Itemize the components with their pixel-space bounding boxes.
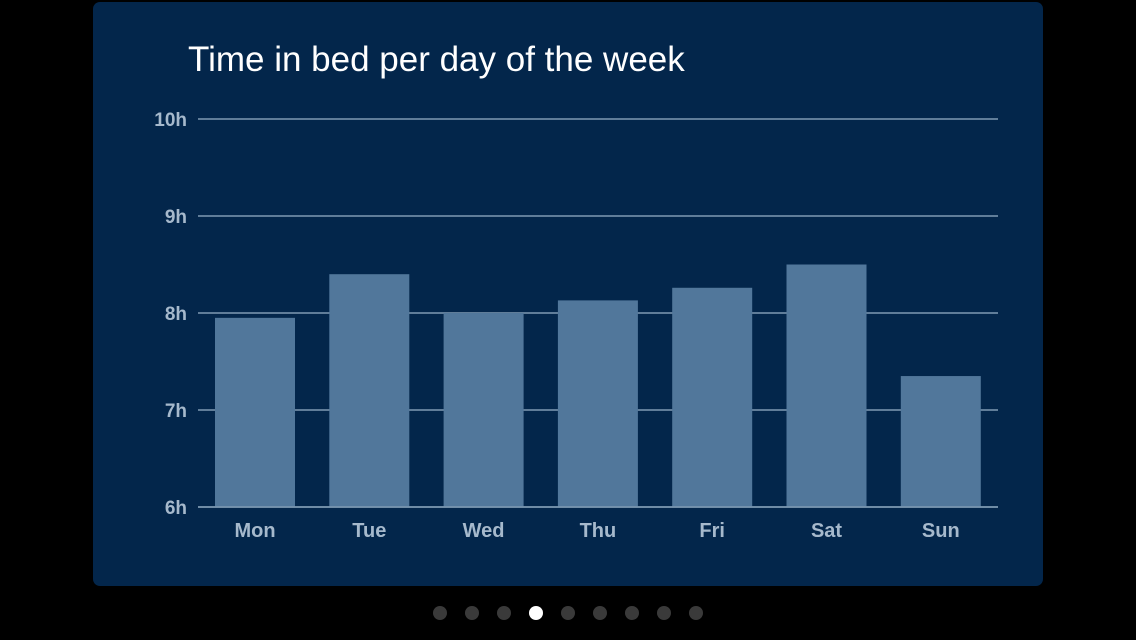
page-dot[interactable] [593,606,607,620]
x-tick-label: Wed [463,520,505,542]
bar-sat [786,264,867,507]
page-dot[interactable] [433,606,447,620]
x-tick-label: Sun [922,520,960,542]
y-tick-label: 8h [165,304,187,325]
bar-thu [557,300,638,507]
page-dot[interactable] [561,606,575,620]
page-dot[interactable] [625,606,639,620]
x-tick-label: Thu [580,520,617,542]
y-tick-label: 6h [165,498,187,519]
bar-wed [443,313,524,507]
bar-fri [672,287,753,507]
x-tick-label: Tue [352,520,386,542]
x-tick-label: Fri [699,520,725,542]
y-tick-label: 9h [165,207,187,228]
bar-sun [900,376,981,507]
bar-tue [329,274,410,507]
x-tick-label: Mon [234,520,275,542]
y-tick-label: 10h [154,110,187,131]
chart-title: Time in bed per day of the week [188,40,685,79]
x-tick-label: Sat [811,520,842,542]
page-indicator[interactable] [0,606,1136,622]
bar-mon [215,317,295,507]
page-dot[interactable] [657,606,671,620]
page-dot[interactable] [689,606,703,620]
page-dot[interactable] [465,606,479,620]
page-dot-active[interactable] [529,606,543,620]
y-tick-label: 7h [165,401,187,422]
page-dot[interactable] [497,606,511,620]
